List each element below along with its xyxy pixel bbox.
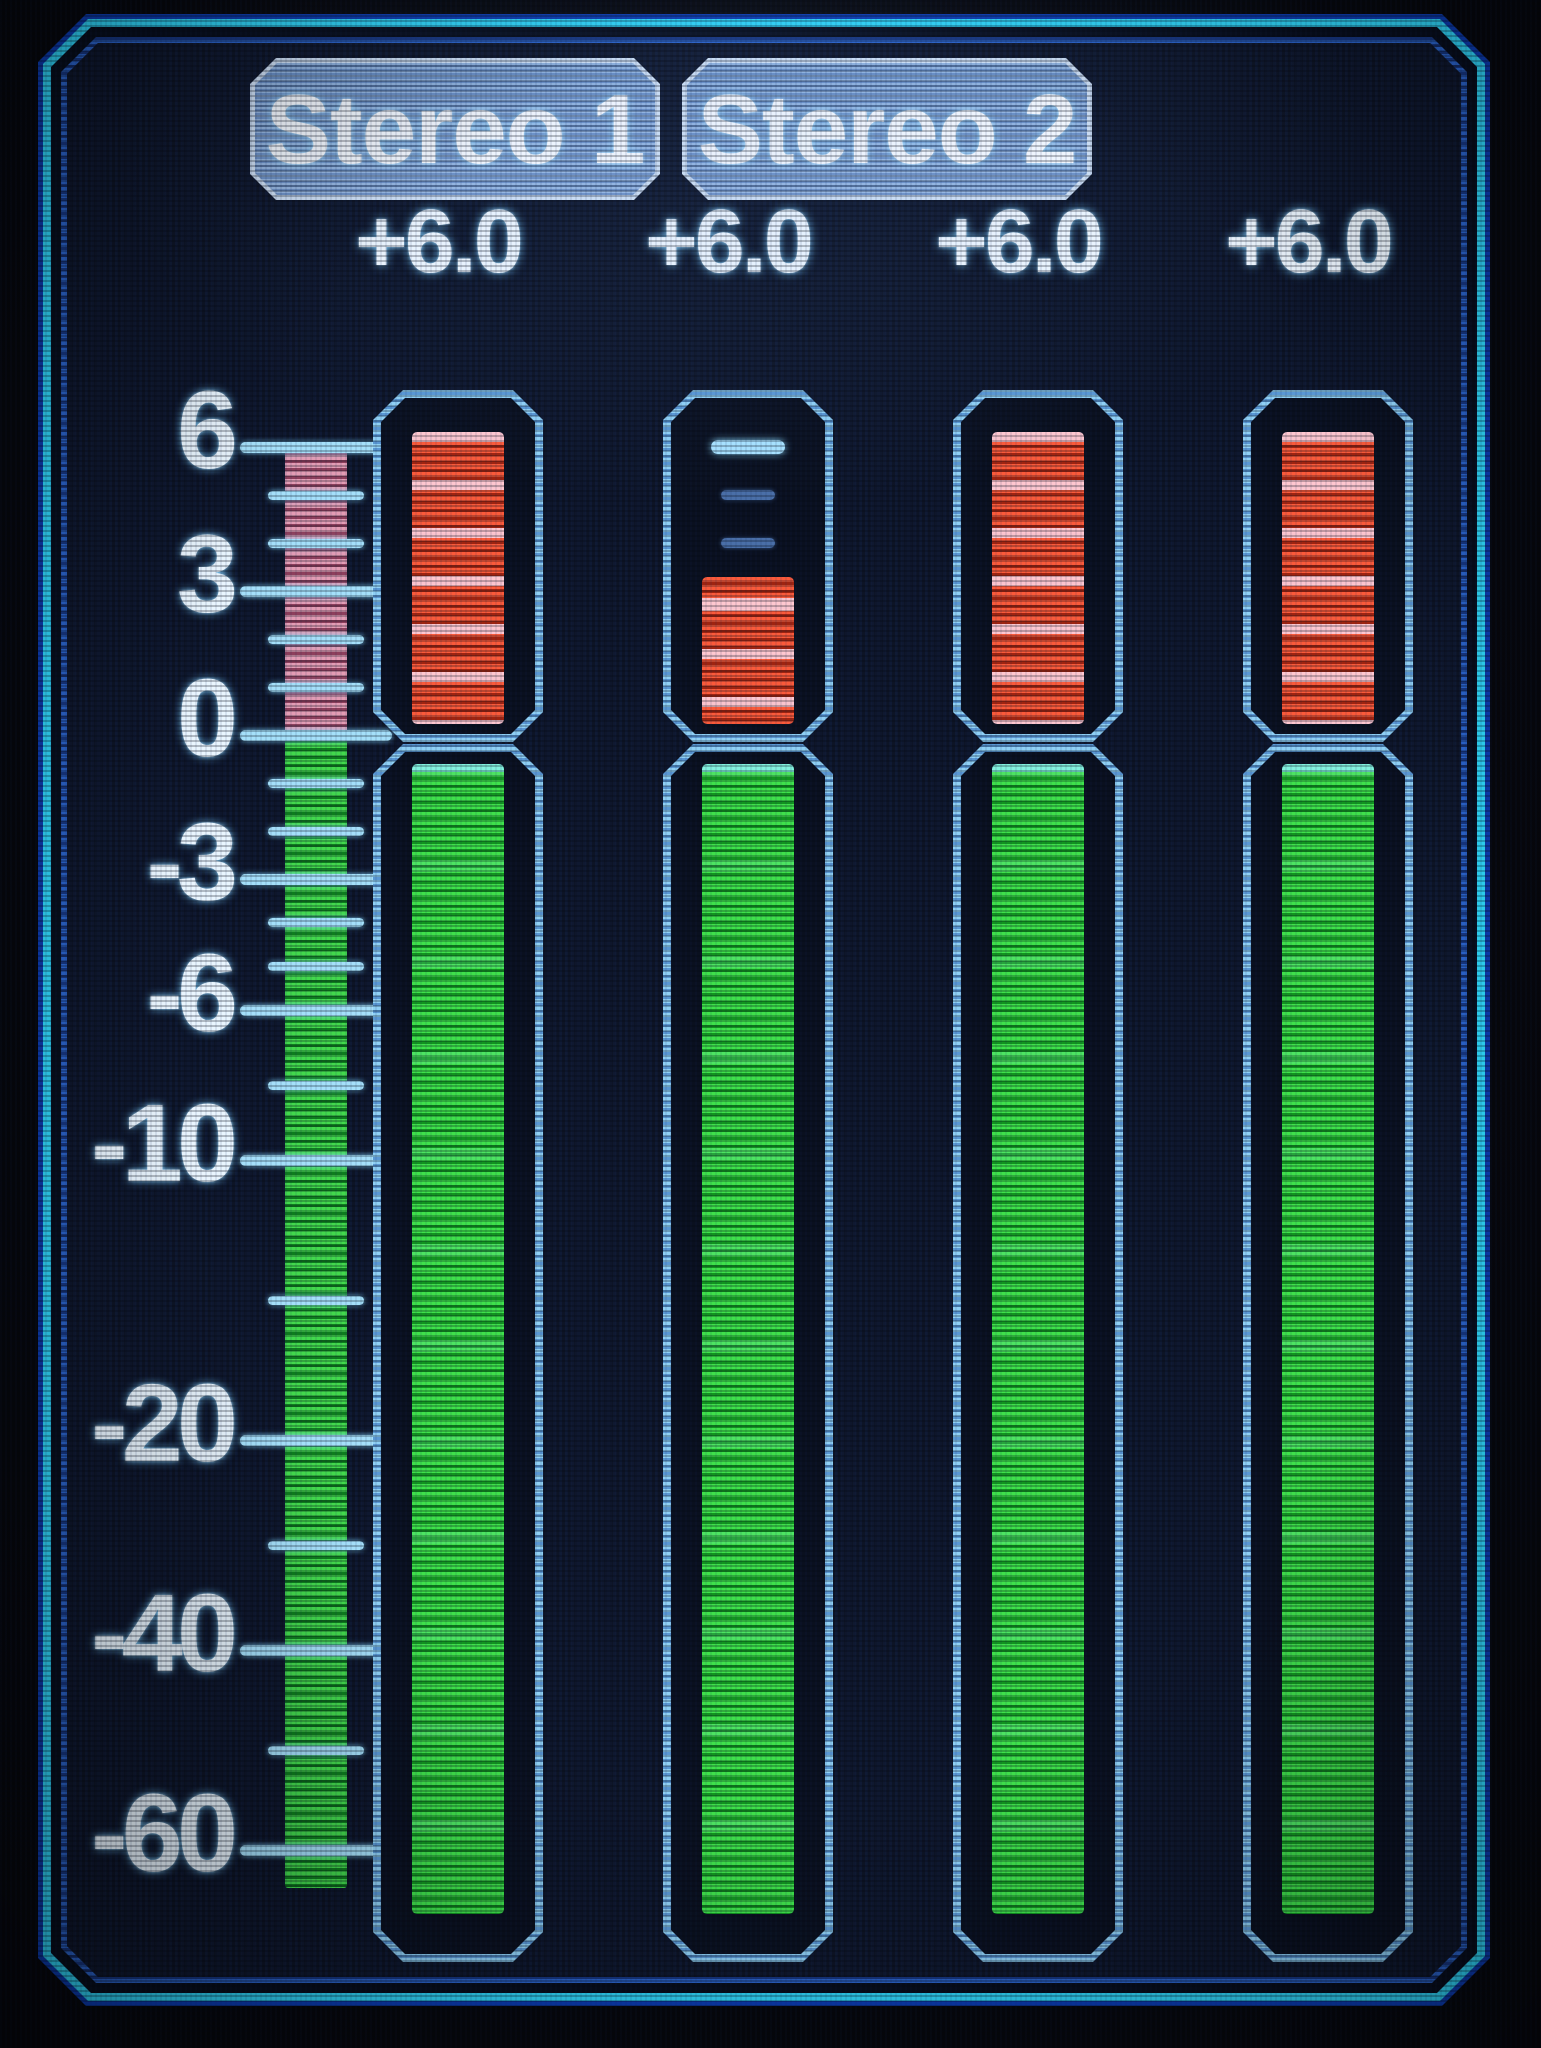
stereo-2-label-box: Stereo 2 [682,58,1092,200]
scale-minor-tick-2 [268,634,364,644]
stereo-1-label: Stereo 1 [265,73,645,184]
meter-red-fill-stereo1-left [412,432,504,724]
scale-strip-under-zero [285,735,347,1888]
scale-label--60: -60 [91,1772,238,1895]
scale-label-0: 0 [176,657,238,780]
scale-major-tick-0 [240,729,392,741]
scale-label-3: 3 [176,513,238,636]
scale-minor-tick--15 [268,1295,364,1305]
gain-label-stereo2-right: +6.0 [1225,192,1394,292]
scale-label--10: -10 [91,1082,238,1205]
meter-top-box-stereo2-right [1243,390,1413,742]
scale-minor-tick--30 [268,1540,364,1550]
meter-red-fill-stereo2-right [1282,432,1374,724]
scale-major-tick--6 [240,1004,392,1016]
stereo-1-label-box-fill [255,63,655,195]
meter-green-fill-stereo1-left [412,764,504,1914]
scale-label--6: -6 [146,932,238,1055]
meter-bottom-box-stereo2-right [1243,744,1413,1962]
scale-major-tick--10 [240,1154,392,1166]
stereo-2-label: Stereo 2 [697,73,1077,184]
scale-minor-tick--5 [268,961,364,971]
scale-minor-tick-5 [268,490,364,500]
scale-label--40: -40 [91,1572,238,1695]
meter-red-fill-stereo2-left [992,432,1084,724]
scale-minor-tick--8 [268,1080,364,1090]
scale-major-tick-6 [240,441,392,453]
scale-minor-tick--50 [268,1745,364,1755]
meter-bottom-box-stereo1-left [373,744,543,1962]
meter-green-fill-stereo2-left [992,764,1084,1914]
meter-top-box-stereo2-left [953,390,1123,742]
scale-major-tick--60 [240,1844,392,1856]
scale-label--20: -20 [91,1362,238,1485]
meter-top-box-stereo1-right [663,390,833,742]
gain-label-stereo1-left: +6.0 [355,192,524,292]
scale-major-tick--3 [240,873,392,885]
meter-green-fill-stereo1-right [702,764,794,1914]
meter-unlit-mark-stereo1-right-4 [721,538,775,548]
meter-unlit-mark-stereo1-right-5 [721,490,775,500]
scale-minor-tick--1 [268,778,364,788]
meter-bottom-box-stereo2-left [953,744,1123,1962]
gain-label-stereo1-right: +6.0 [645,192,814,292]
stereo-1-label-box: Stereo 1 [250,58,660,200]
meter-bottom-box-stereo1-right [663,744,833,1962]
meter-top-box-stereo1-left [373,390,543,742]
scale-minor-tick--2 [268,826,364,836]
meter-red-fill-stereo1-right [702,577,794,724]
scale-major-tick--40 [240,1644,392,1656]
scale-minor-tick-4 [268,538,364,548]
scale-minor-tick--4 [268,918,364,928]
scale-label-6: 6 [176,369,238,492]
scale-minor-tick-1 [268,682,364,692]
scale-major-tick-3 [240,585,392,597]
stereo-2-label-box-fill [687,63,1087,195]
scale-major-tick--20 [240,1434,392,1446]
meter-green-fill-stereo2-right [1282,764,1374,1914]
gain-label-stereo2-left: +6.0 [935,192,1104,292]
meter-unlit-mark-stereo1-right-6 [711,440,785,454]
scale-label--3: -3 [146,801,238,924]
